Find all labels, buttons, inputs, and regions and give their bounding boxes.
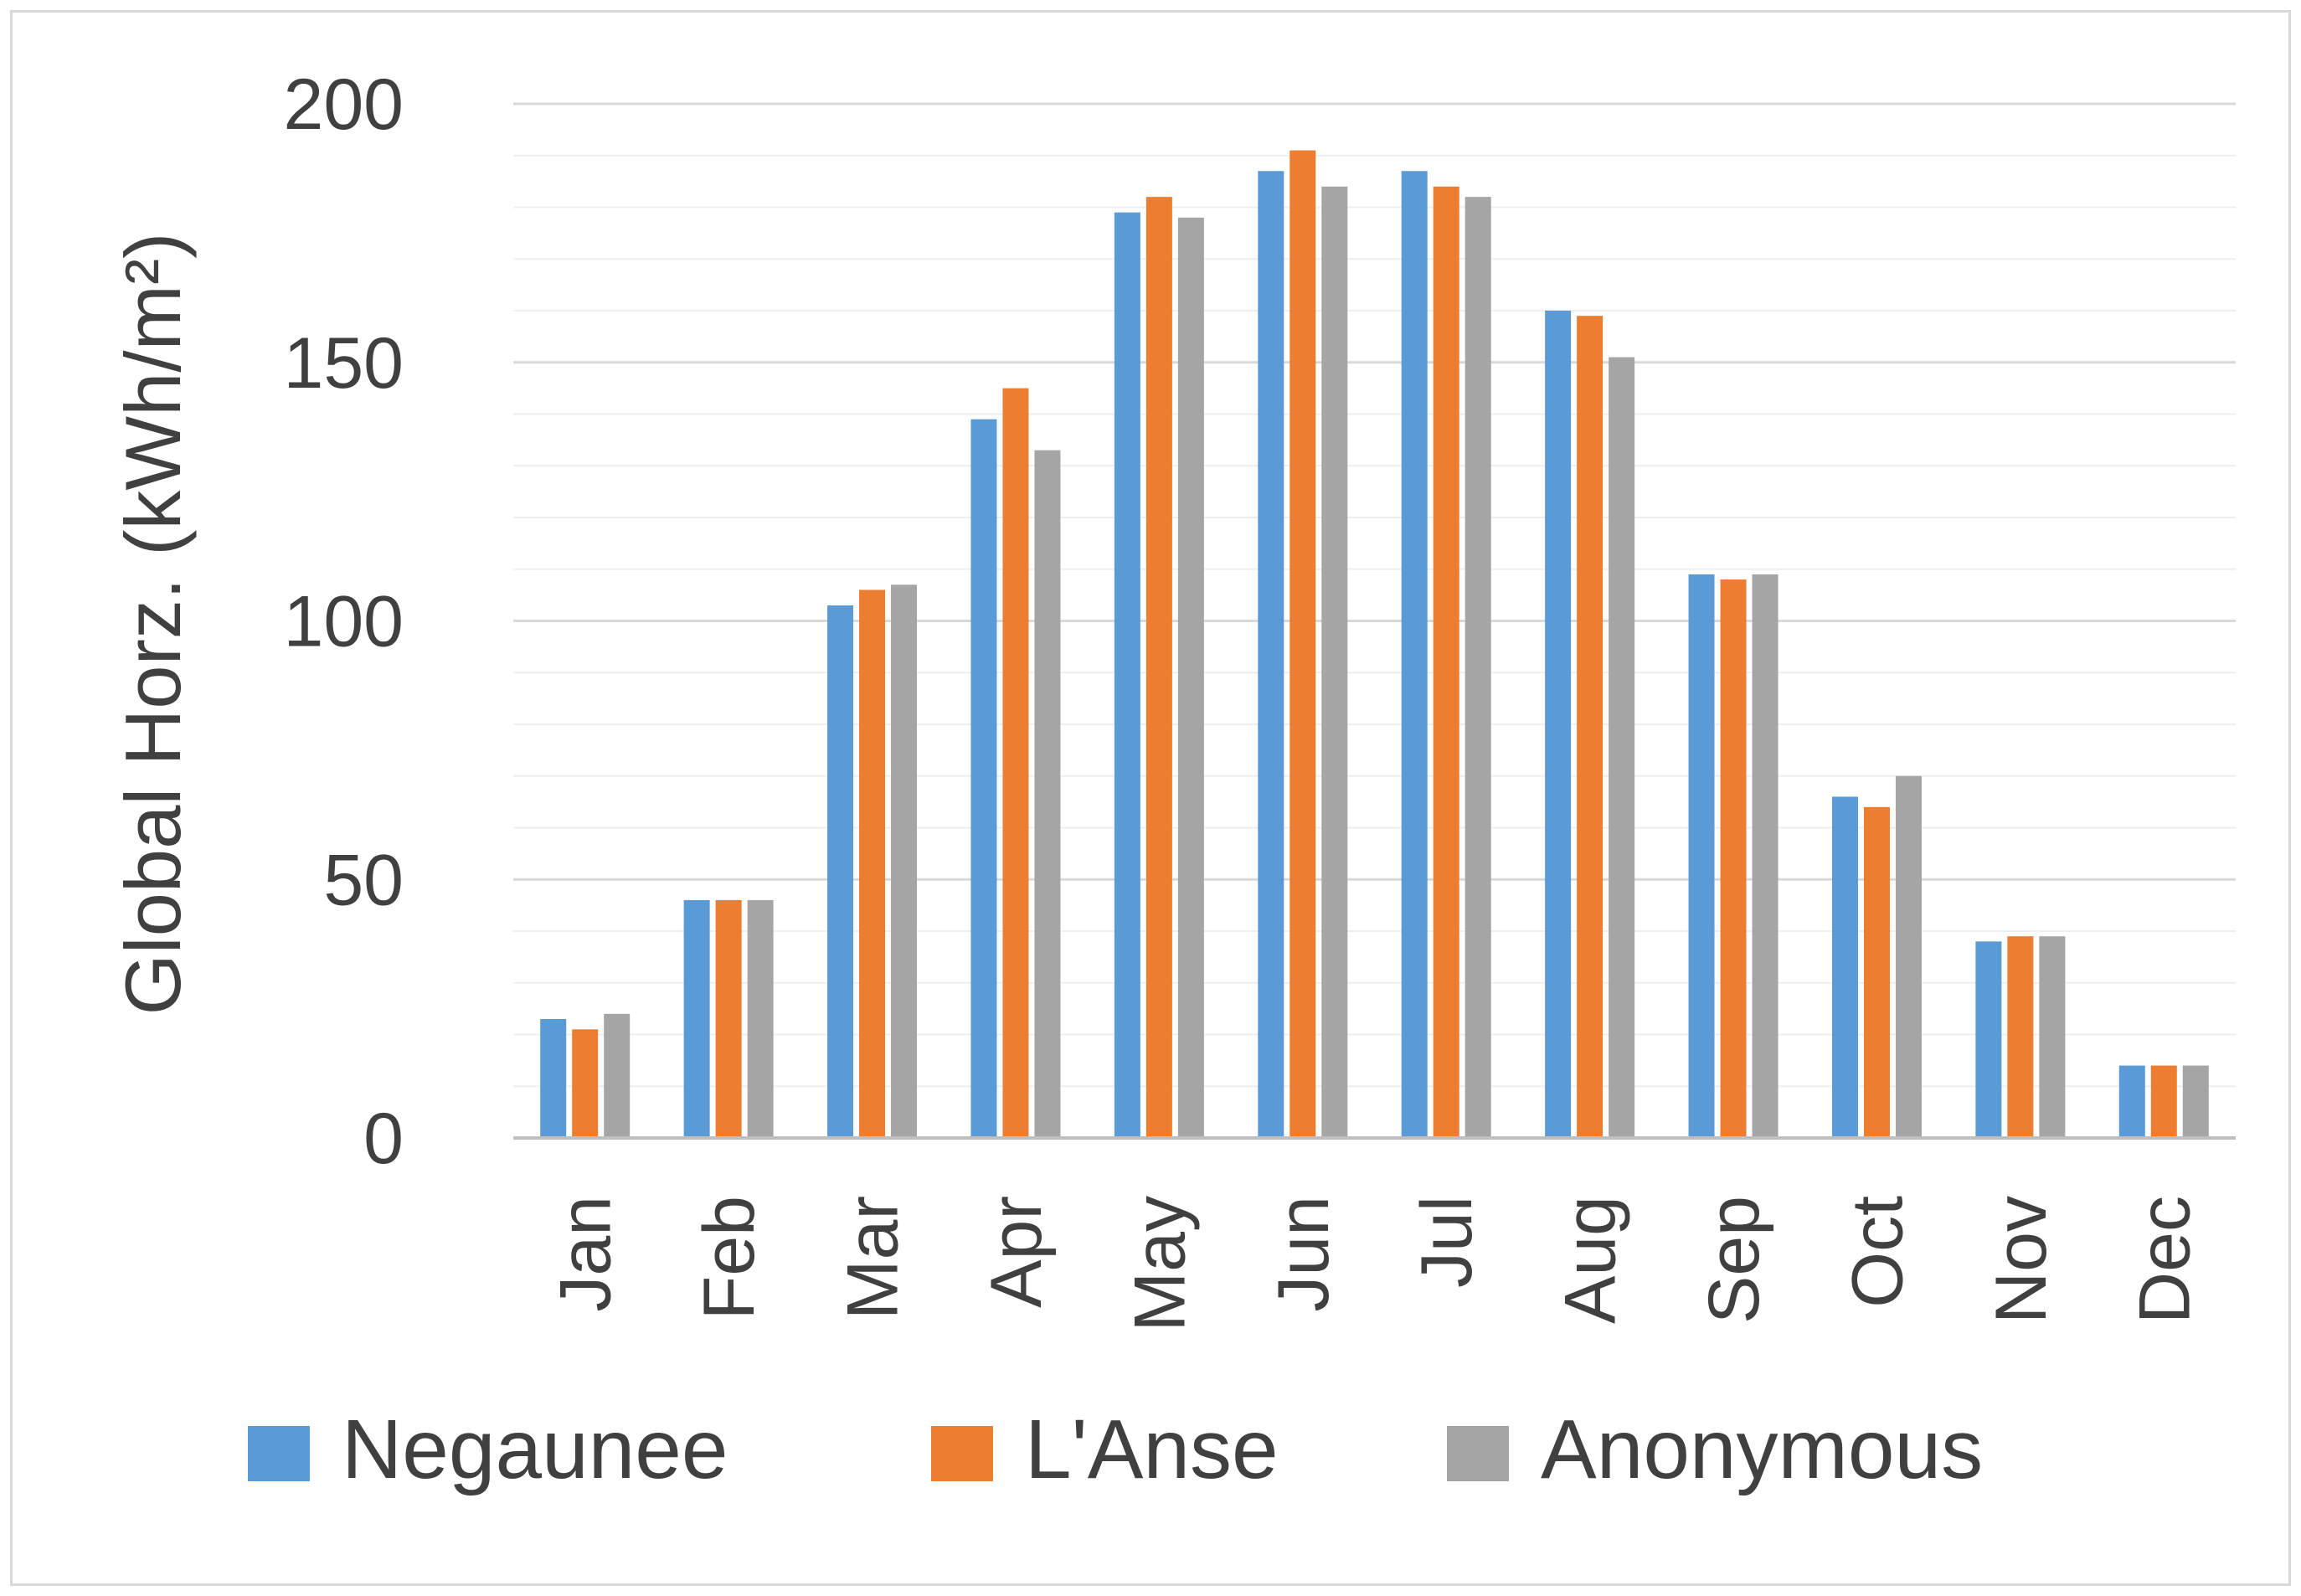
y-tick-label: 0 — [363, 1099, 404, 1179]
legend-swatch — [1447, 1426, 1509, 1481]
bar-l-anse-nov — [2007, 936, 2034, 1138]
bar-anonymous-apr — [1034, 450, 1061, 1138]
x-tick-label: Jan — [546, 1196, 626, 1312]
bar-negaunee-aug — [1545, 311, 1572, 1138]
legend-swatch — [931, 1426, 993, 1481]
bar-anonymous-feb — [747, 899, 774, 1138]
bar-l-anse-mar — [859, 589, 886, 1138]
x-tick-label: Apr — [976, 1196, 1057, 1308]
legend-swatch — [248, 1426, 310, 1481]
bar-anonymous-sep — [1752, 574, 1779, 1138]
bar-anonymous-jun — [1321, 186, 1348, 1138]
bar-negaunee-feb — [683, 899, 710, 1138]
bar-l-anse-oct — [1863, 806, 1890, 1138]
bar-l-anse-jul — [1433, 186, 1459, 1138]
bar-l-anse-dec — [2150, 1065, 2177, 1138]
bar-negaunee-apr — [970, 419, 997, 1138]
legend: Negaunee L'Anse Anonymous — [248, 1403, 1983, 1496]
bar-l-anse-feb — [715, 899, 742, 1138]
bar-negaunee-jul — [1401, 171, 1428, 1138]
x-tick-label: May — [1120, 1196, 1200, 1331]
gridlines — [513, 102, 2236, 1088]
bar-negaunee-jun — [1258, 171, 1284, 1138]
bar-negaunee-mar — [827, 605, 854, 1138]
x-tick-label: Oct — [1837, 1196, 1918, 1308]
y-tick-label: 50 — [323, 840, 404, 920]
y-axis-label: Global Horz. (kWh/m²) — [109, 233, 197, 1016]
bar-l-anse-jan — [572, 1029, 599, 1138]
x-tick-label: Aug — [1551, 1196, 1631, 1324]
bar-anonymous-may — [1177, 217, 1204, 1139]
y-tick-label: 150 — [284, 323, 404, 404]
bar-negaunee-may — [1114, 212, 1140, 1138]
x-tick-label: Jun — [1264, 1196, 1344, 1312]
x-tick-label: Mar — [833, 1196, 914, 1320]
bar-anonymous-nov — [2039, 936, 2066, 1138]
x-tick-label: Jul — [1407, 1196, 1487, 1288]
bar-l-anse-sep — [1720, 579, 1747, 1138]
bar-l-anse-aug — [1577, 316, 1603, 1138]
axes: 0 50 100 150 200 Jan Feb Mar Apr May Jun Jul Aug Sep O… — [284, 64, 2236, 1331]
x-tick-label: Feb — [689, 1196, 770, 1320]
bar-anonymous-mar — [891, 584, 918, 1138]
bar-l-anse-may — [1145, 197, 1172, 1138]
legend-label: Negaunee — [342, 1403, 728, 1496]
x-tick-label: Nov — [1981, 1196, 2062, 1324]
x-tick-label: Dec — [2124, 1196, 2205, 1324]
bar-anonymous-jul — [1465, 197, 1491, 1138]
bar-anonymous-dec — [2182, 1065, 2209, 1138]
bar-negaunee-sep — [1688, 574, 1715, 1138]
bars — [540, 150, 2209, 1139]
bar-anonymous-aug — [1609, 357, 1635, 1138]
legend-label: L'Anse — [1025, 1403, 1279, 1496]
bar-l-anse-apr — [1002, 388, 1029, 1138]
bar-anonymous-jan — [604, 1013, 631, 1138]
legend-label: Anonymous — [1541, 1403, 1983, 1496]
bar-negaunee-nov — [1975, 941, 2002, 1138]
x-tick-label: Sep — [1694, 1196, 1774, 1324]
bar-negaunee-jan — [540, 1018, 567, 1138]
bar-l-anse-jun — [1289, 150, 1316, 1139]
y-tick-label: 200 — [284, 64, 404, 145]
bar-anonymous-oct — [1895, 775, 1922, 1138]
y-tick-label: 100 — [284, 582, 404, 662]
bar-negaunee-dec — [2118, 1065, 2145, 1138]
bar-negaunee-oct — [1831, 796, 1858, 1138]
